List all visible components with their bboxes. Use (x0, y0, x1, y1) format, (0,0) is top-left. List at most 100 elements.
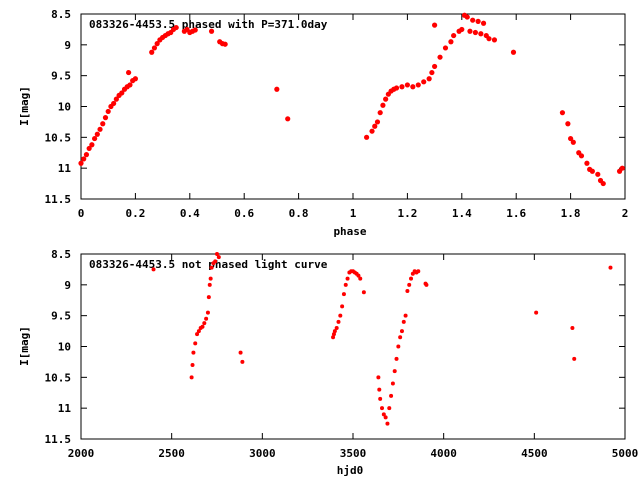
y-tick-label: 10.5 (45, 131, 72, 144)
data-point (432, 22, 438, 28)
data-point (151, 267, 156, 272)
data-point (92, 135, 98, 142)
data-point (376, 375, 381, 380)
data-point (426, 76, 432, 82)
data-point (383, 96, 389, 102)
x-tick-label: 1 (350, 207, 357, 220)
phased-light-curve-panel: 083326-4453.5 phased with P=371.0day pha… (18, 8, 628, 238)
x-tick-label: 2000 (68, 447, 95, 460)
data-point (409, 276, 414, 281)
plot-frame (80, 253, 626, 440)
data-point (151, 45, 158, 51)
data-point (113, 96, 119, 102)
data-point (216, 255, 221, 260)
data-point (86, 145, 92, 152)
data-point (390, 381, 395, 386)
data-point (343, 282, 348, 287)
data-point (572, 356, 577, 361)
y-axis-title: I[mag] (18, 86, 31, 126)
y-tick-label: 9 (64, 279, 71, 292)
data-point (377, 110, 383, 116)
data-point (410, 84, 416, 90)
data-point (111, 100, 117, 107)
data-point (389, 393, 394, 398)
data-point (404, 82, 410, 88)
y-tick-label: 10 (58, 341, 71, 354)
data-point (392, 369, 397, 374)
y-tick-label: 11.5 (45, 193, 72, 206)
data-point (102, 115, 109, 121)
data-point (464, 14, 470, 20)
data-point (396, 344, 401, 349)
x-tick-label: 2 (622, 207, 629, 220)
data-point (380, 102, 386, 108)
data-point (559, 110, 566, 116)
data-point (565, 121, 571, 127)
data-point (196, 329, 201, 334)
data-point (274, 86, 280, 92)
data-point (600, 180, 606, 187)
x-tick-label: 0.8 (289, 207, 309, 220)
data-point (126, 69, 132, 76)
data-point (209, 265, 214, 270)
y-tick-label: 11 (58, 402, 72, 415)
plot-title: 083326-4453.5 phased with P=371.0day (89, 18, 328, 31)
plot-frame (80, 13, 626, 200)
x-axis-title: hjd0 (337, 464, 364, 477)
data-point (589, 168, 595, 174)
data-point (584, 160, 590, 166)
y-axis-title: I[mag] (18, 326, 31, 366)
data-point (334, 326, 339, 330)
data-point (442, 45, 449, 51)
data-point (81, 156, 87, 162)
data-point (331, 332, 336, 337)
data-point (448, 39, 454, 45)
data-point (403, 313, 408, 318)
data-point (149, 49, 155, 55)
data-point (192, 27, 198, 33)
data-point (207, 282, 212, 287)
y-tick-label: 9 (64, 39, 71, 52)
x-tick-label: 3000 (249, 447, 276, 460)
x-tick-label: 4000 (430, 447, 457, 460)
data-point (378, 396, 383, 401)
data-point (202, 321, 207, 326)
data-point (215, 252, 219, 256)
x-tick-label: 0.2 (125, 207, 145, 220)
data-point (127, 82, 133, 88)
data-point (208, 28, 215, 34)
data-point (383, 415, 388, 420)
data-point (285, 116, 291, 122)
unphased-light-curve-panel: 083326-4453.5 not phased light curve hjd… (18, 248, 638, 477)
data-point (399, 329, 404, 334)
x-tick-label: 1.2 (397, 207, 417, 220)
x-tick-label: 4500 (521, 447, 548, 460)
data-point (200, 324, 205, 329)
data-point (570, 326, 575, 330)
data-point (570, 139, 576, 145)
data-point (191, 350, 196, 355)
data-point (190, 363, 195, 367)
data-point (407, 282, 412, 287)
data-point (432, 63, 438, 70)
data-point (374, 119, 381, 125)
x-axis-title: phase (333, 225, 366, 238)
x-tick-label: 0 (78, 207, 85, 220)
data-point (421, 79, 427, 85)
data-point (534, 310, 539, 315)
y-tick-label: 11.5 (45, 433, 72, 446)
data-point (608, 265, 613, 270)
data-point (208, 276, 213, 281)
data-point (240, 359, 245, 364)
y-tick-label: 8.5 (51, 248, 71, 261)
x-tick-label: 1.6 (506, 207, 526, 220)
data-point (578, 153, 585, 159)
data-point (394, 356, 399, 361)
data-point (331, 335, 336, 340)
y-tick-label: 10 (58, 101, 71, 114)
data-point (173, 24, 179, 31)
data-point (478, 31, 484, 37)
data-point (345, 276, 350, 281)
data-point (467, 28, 473, 34)
data-point (332, 329, 337, 334)
